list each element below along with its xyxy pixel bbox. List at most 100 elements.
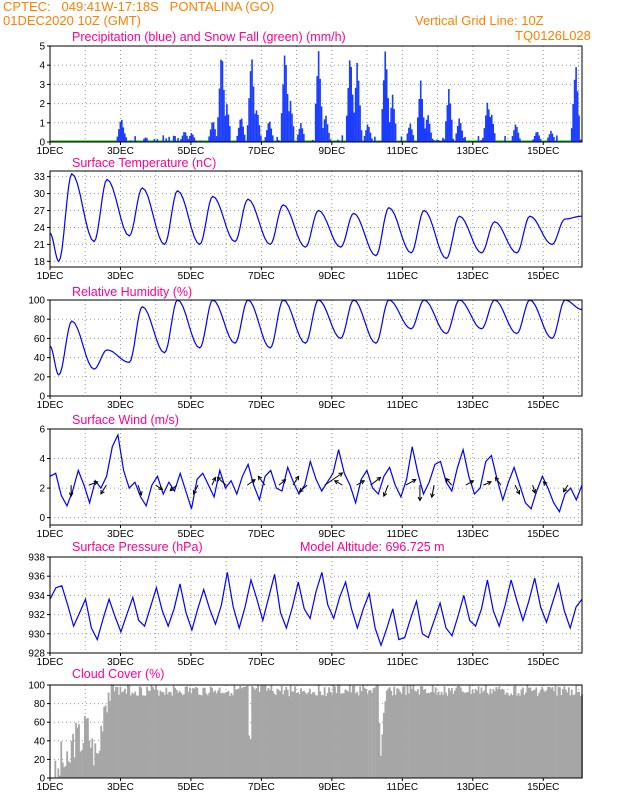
precip-bar	[220, 59, 222, 142]
rh-line	[49, 299, 583, 376]
y-tick-label: 936	[28, 572, 45, 583]
cloud-bar	[289, 685, 292, 778]
precip-bar	[391, 94, 394, 142]
precip-bar	[325, 115, 327, 142]
x-tick-label: 7DEC	[248, 782, 275, 793]
y-tick-label: 20	[34, 372, 46, 383]
cloud-bar	[143, 695, 146, 778]
wind-arrow	[563, 484, 569, 493]
cloud-bar	[492, 688, 495, 778]
cloud-bar	[533, 689, 536, 778]
x-tick-label: 11DEC	[387, 782, 419, 793]
precip-bar	[359, 105, 361, 142]
cloud-bar	[109, 700, 111, 778]
cloud-bar	[263, 686, 265, 778]
precip-bar	[162, 135, 165, 142]
cloud-bar	[183, 694, 185, 778]
y-tick-label: 4	[39, 454, 45, 465]
y-tick-label: 6	[39, 425, 45, 436]
cloud-bar	[64, 765, 67, 778]
precip-bar	[387, 98, 389, 142]
wind-arrow-head	[487, 480, 493, 486]
cloud-bar	[369, 690, 372, 778]
precip-bar	[464, 136, 466, 142]
cloud-bar	[322, 695, 325, 778]
cloud-bar	[335, 693, 338, 778]
wind-arrow	[292, 476, 300, 486]
x-tick-label: 15DEC	[527, 146, 559, 157]
cloud-bar	[427, 692, 430, 778]
wind-arrow-head	[281, 478, 287, 484]
x-tick-label: 5DEC	[178, 657, 205, 668]
cloud-bar	[97, 753, 100, 778]
cloud-bar	[477, 686, 480, 778]
wind-arrow	[193, 484, 199, 495]
cloud-bar	[234, 689, 237, 778]
cloud-bar	[152, 687, 154, 778]
cloud-bar	[86, 717, 89, 778]
cloud-bar	[414, 690, 416, 778]
cloud-bar	[84, 715, 86, 778]
precip-bar	[579, 139, 582, 142]
cloud-bar	[159, 690, 162, 778]
precip-bar	[406, 133, 409, 142]
cloud-bar	[353, 685, 356, 778]
cloud-bar	[516, 695, 518, 778]
wind-arrow-head	[211, 476, 217, 482]
y-tick-label: 3	[39, 80, 45, 91]
cloud-bar	[249, 739, 252, 778]
x-tick-label: 5DEC	[178, 400, 205, 411]
cloud-bar	[418, 694, 421, 778]
x-tick-label: 9DEC	[319, 657, 346, 668]
precip-bar	[440, 140, 443, 142]
cloud-bar	[489, 688, 492, 778]
precip-bar	[418, 98, 421, 142]
y-tick-label: 930	[28, 629, 45, 640]
cloud-bar	[98, 750, 101, 778]
precip-bar	[211, 122, 213, 142]
precip-bar	[366, 124, 369, 142]
precip-bar	[532, 139, 534, 142]
precip-bar	[270, 128, 273, 142]
cloud-bar	[479, 693, 481, 778]
x-tick-label: 7DEC	[248, 146, 275, 157]
x-tick-label: 7DEC	[248, 400, 275, 411]
cloud-bar	[177, 692, 180, 778]
x-tick-label: 13DEC	[457, 657, 489, 668]
cloud-bar	[214, 690, 217, 778]
precip-bar	[227, 114, 230, 142]
cloud-bar	[476, 690, 478, 778]
cloud-bar	[308, 688, 311, 778]
x-tick-label: 9DEC	[319, 271, 346, 282]
precip-bar	[289, 100, 292, 142]
cloud-bar	[397, 688, 400, 778]
cloud-bar	[223, 693, 225, 778]
precip-bar	[186, 135, 188, 142]
precip-bar	[168, 136, 170, 142]
precip-bar	[118, 129, 120, 142]
cloud-bar	[575, 685, 578, 778]
cloud-bar	[561, 689, 564, 778]
cloud-bar	[166, 694, 169, 778]
cloud-bar	[449, 690, 452, 778]
pres-panel: 928 930 932 934 936 938 1DEC 3DEC 5DEC 7DEC 9DEC 11…	[28, 540, 583, 668]
cloud-bar	[405, 695, 407, 778]
wind-frame	[49, 428, 583, 526]
cloud-bar	[513, 686, 515, 778]
precip-bar	[224, 115, 227, 142]
precip-bar	[218, 88, 221, 142]
cloud-bar	[260, 686, 262, 778]
cloud-bar	[514, 685, 517, 778]
precip-bar	[317, 51, 320, 142]
precip-bar	[264, 137, 267, 142]
x-tick-label: 5DEC	[178, 271, 205, 282]
cloud-bar	[107, 692, 110, 778]
wind-arrow	[299, 484, 308, 493]
precip-bar	[381, 109, 384, 142]
precip-bar	[485, 115, 487, 142]
x-tick-label: 1DEC	[37, 657, 64, 668]
wind-title: Surface Wind (m/s)	[72, 413, 179, 427]
cloud-bar	[211, 688, 214, 778]
precip-bar	[143, 138, 145, 142]
